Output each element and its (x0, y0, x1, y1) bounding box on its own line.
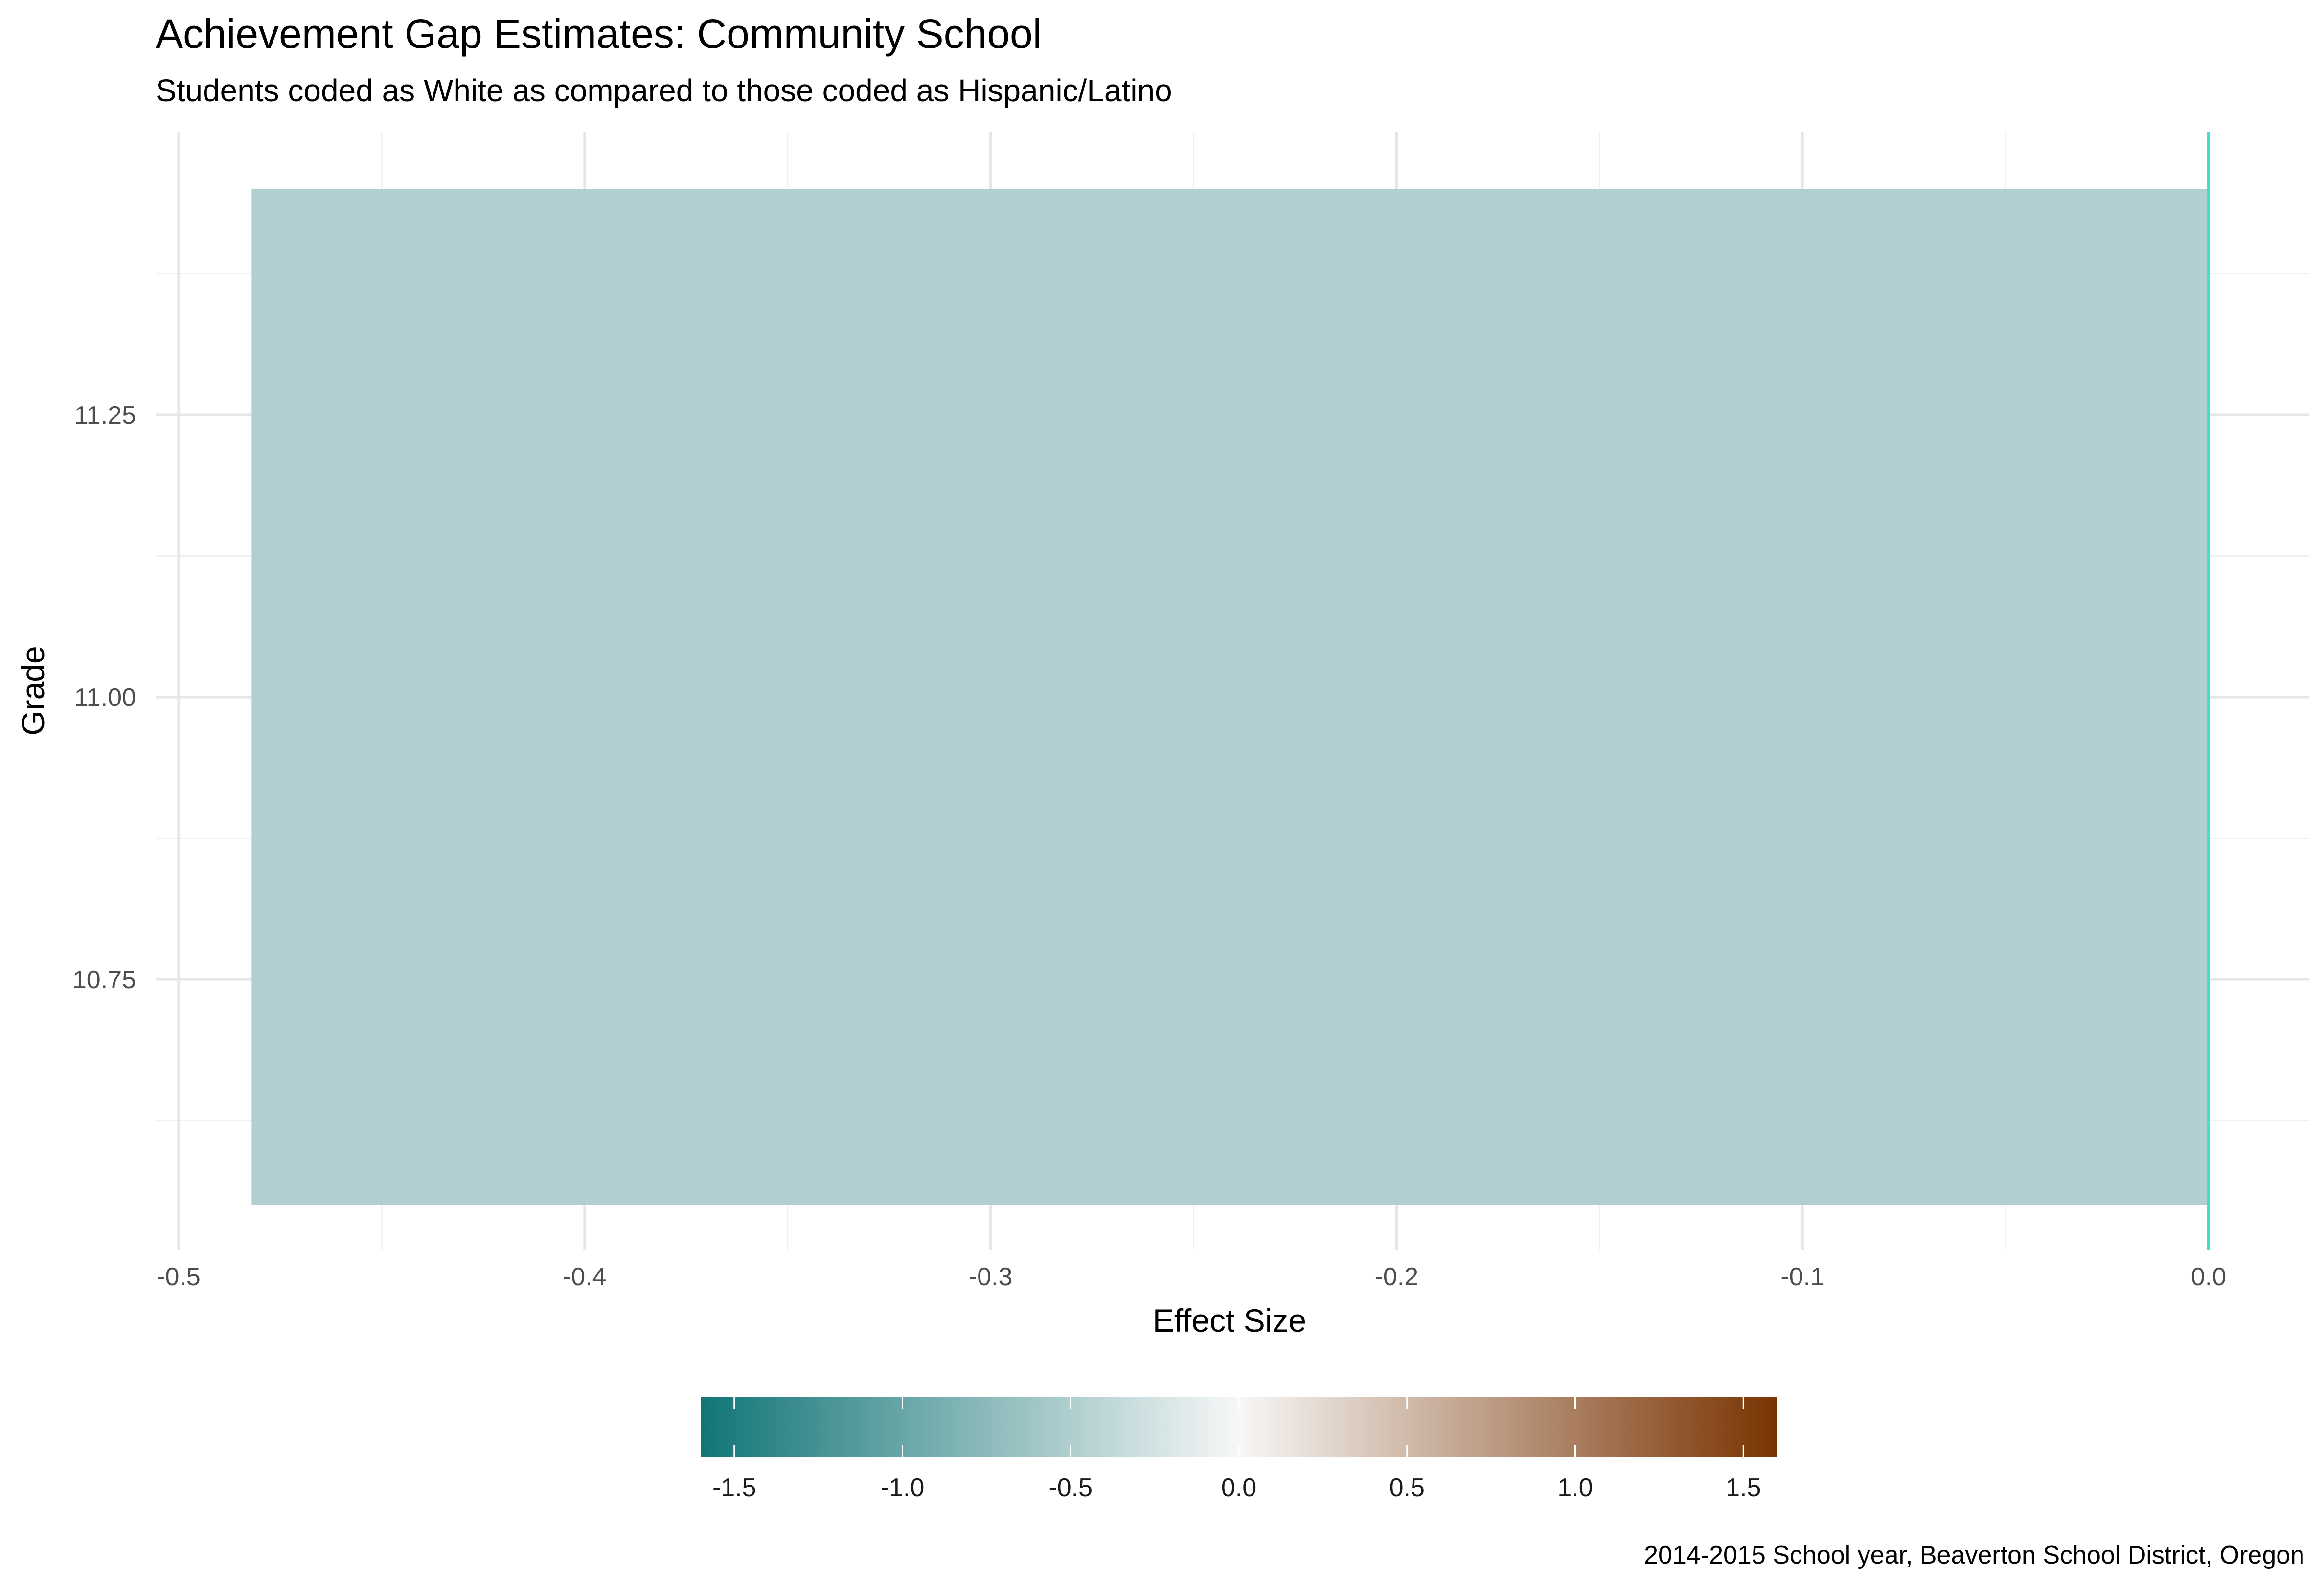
bar-layer (251, 189, 2209, 1205)
chart-caption: 2014-2015 School year, Beaverton School … (1644, 1541, 2304, 1569)
x-tick-label: -0.4 (563, 1263, 607, 1291)
chart-subtitle: Students coded as White as compared to t… (156, 73, 1172, 108)
colorbar-tick-label: -1.5 (712, 1474, 756, 1502)
x-tick-label: -0.2 (1375, 1263, 1419, 1291)
legend-layer: -1.5 -1.0 -0.5 0.0 0.5 1.0 1.5 (701, 1397, 1777, 1502)
x-tick-label: -0.3 (969, 1263, 1013, 1291)
y-tick-label: 11.00 (74, 683, 136, 712)
colorbar-tick-label: 1.5 (1726, 1474, 1761, 1502)
x-tick-label: -0.5 (157, 1263, 201, 1291)
x-axis-title: Effect Size (1153, 1302, 1306, 1339)
y-tick-label: 10.75 (72, 966, 136, 994)
colorbar-tick-label: -0.5 (1048, 1474, 1093, 1502)
x-tick-label: 0.0 (2191, 1263, 2226, 1291)
y-tick-label: 11.25 (74, 401, 136, 430)
bar-grade-11 (251, 189, 2209, 1205)
x-tick-label: -0.1 (1780, 1263, 1824, 1291)
y-axis-title: Grade (15, 646, 51, 735)
colorbar-tick-label: 0.0 (1221, 1474, 1256, 1502)
colorbar-tick-label: 0.5 (1390, 1474, 1425, 1502)
axis-layer: -0.5 -0.4 -0.3 -0.2 -0.1 0.0 10.75 11.00 11.25 (72, 401, 2226, 1291)
colorbar-tick-label: -1.0 (881, 1474, 925, 1502)
chart-title: Achievement Gap Estimates: Community Sch… (156, 11, 1042, 57)
colorbar-tick-label: 1.0 (1557, 1474, 1593, 1502)
